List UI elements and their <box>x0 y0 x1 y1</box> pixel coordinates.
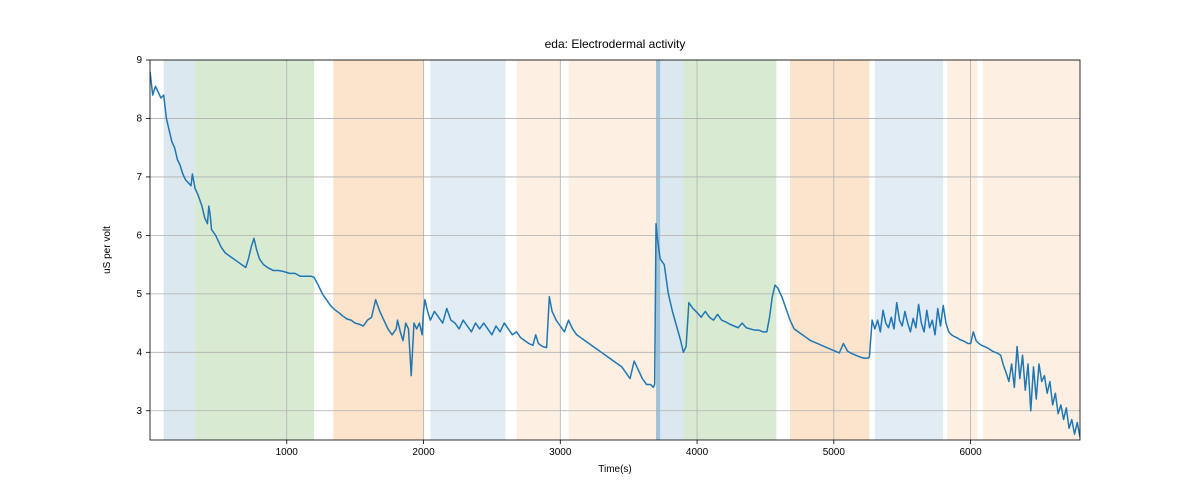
band-2 <box>333 60 423 440</box>
x-axis: 1000 2000 3000 4000 5000 6000 <box>276 440 983 458</box>
y-tick-label: 3 <box>136 406 142 417</box>
background-bands <box>164 60 1080 440</box>
band-10 <box>875 60 943 440</box>
x-tick-label: 4000 <box>686 447 709 458</box>
y-tick-label: 9 <box>136 55 142 66</box>
chart-title: eda: Electrodermal activity <box>545 37 686 51</box>
band-12 <box>983 60 1080 440</box>
chart-container: 1000 2000 3000 4000 5000 6000 3 4 5 6 7 8 9 Time(s) uS… <box>0 0 1200 500</box>
y-tick-label: 7 <box>136 172 142 183</box>
band-11 <box>947 60 977 440</box>
band-0 <box>164 60 195 440</box>
y-tick-label: 5 <box>136 289 142 300</box>
y-axis: 3 4 5 6 7 8 9 <box>136 55 150 417</box>
y-axis-label: uS per volt <box>102 226 113 274</box>
y-tick-label: 6 <box>136 230 142 241</box>
eda-chart: 1000 2000 3000 4000 5000 6000 3 4 5 6 7 8 9 Time(s) uS… <box>0 0 1200 500</box>
x-tick-label: 2000 <box>412 447 435 458</box>
band-5 <box>569 60 657 440</box>
band-1 <box>195 60 314 440</box>
band-3 <box>430 60 505 440</box>
x-tick-label: 1000 <box>276 447 299 458</box>
x-axis-label: Time(s) <box>598 464 632 475</box>
y-tick-label: 8 <box>136 113 142 124</box>
band-4 <box>517 60 561 440</box>
x-tick-label: 3000 <box>549 447 572 458</box>
band-9 <box>790 60 869 440</box>
x-tick-label: 6000 <box>959 447 982 458</box>
y-tick-label: 4 <box>136 347 142 358</box>
x-tick-label: 5000 <box>823 447 846 458</box>
